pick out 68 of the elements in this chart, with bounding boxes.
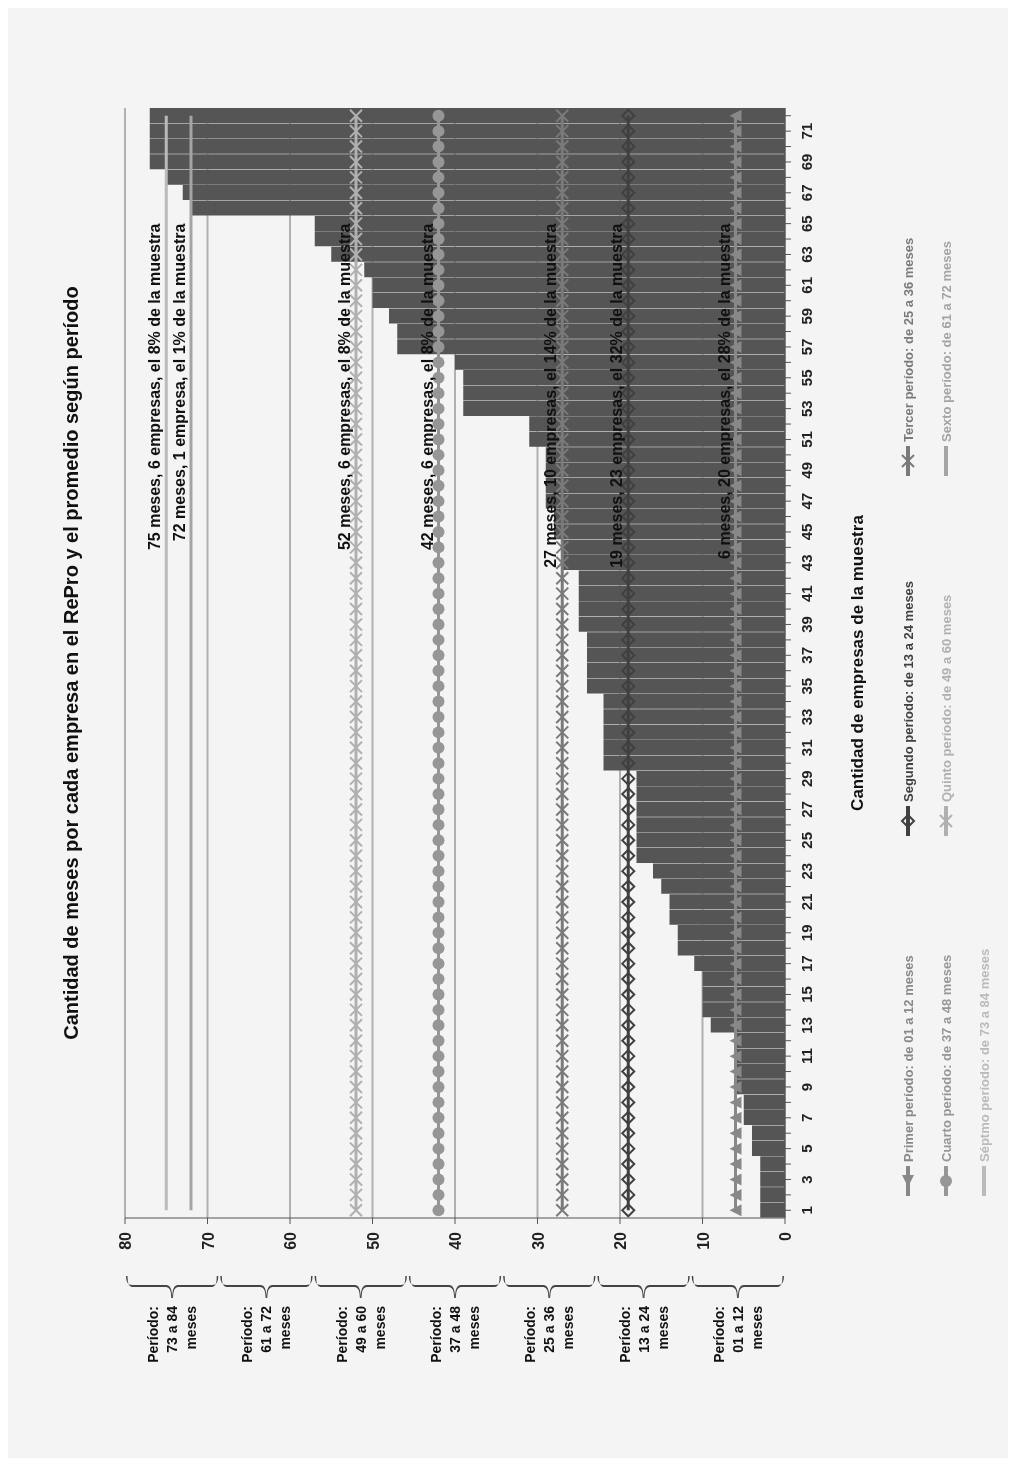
annotation: 27 meses, 10 empresas, el 14% de la muestra — [542, 223, 560, 568]
y-tick-label: 13 — [798, 1016, 815, 1034]
x-tick-label: 70 — [199, 1231, 217, 1250]
text: Período: 13 a 24 meses — [616, 1305, 671, 1363]
x-tick-label: 0 — [777, 1231, 794, 1241]
y-tick-label: 5 — [798, 1144, 815, 1153]
text: Período: 37 a 48 meses — [428, 1305, 482, 1363]
y-tick-label: 17 — [798, 955, 815, 972]
y-tick-label: 71 — [798, 122, 815, 140]
y-axis-title: Cantidad de empresas de la muestra — [848, 514, 867, 811]
y-tick-label: 29 — [798, 770, 815, 787]
text: Período: 01 a 12 meses — [710, 1305, 765, 1363]
text: Cuarto período: de 37 a 48 meses — [939, 954, 954, 1162]
y-tick-label: 45 — [798, 523, 815, 541]
annotation: 42 meses, 6 empresas, el 8% de la muestra — [418, 223, 436, 551]
text: Séptmo período: de 73 a 84 meses — [977, 948, 992, 1162]
y-tick-label: 59 — [798, 307, 815, 325]
x-tick-label: 10 — [694, 1231, 712, 1250]
y-tick-label: 21 — [798, 893, 815, 911]
y-tick-label: 57 — [798, 338, 815, 356]
text: Período: 49 a 60 meses — [333, 1305, 388, 1363]
y-tick-label: 7 — [798, 1113, 815, 1122]
annotation: 72 meses, 1 empresa, el 1% de la muestra — [171, 223, 188, 542]
y-tick-label: 61 — [798, 276, 815, 294]
y-tick-label: 35 — [798, 677, 815, 695]
y-tick-label: 43 — [798, 554, 815, 572]
y-tick-label: 51 — [798, 431, 815, 448]
x-tick-label: 30 — [529, 1231, 547, 1250]
x-tick-label: 40 — [447, 1231, 464, 1250]
y-tick-label: 63 — [798, 246, 815, 263]
text: Primer período: de 01 a 12 meses — [901, 955, 916, 1162]
y-tick-label: 25 — [798, 831, 815, 849]
annotation: 52 meses, 6 empresas, el 8% de la muestra — [336, 223, 353, 551]
y-tick-label: 19 — [798, 924, 815, 942]
text: Cantidad de meses por cada empresa en el RePro y el promedio según período — [60, 286, 82, 1040]
y-tick-label: 47 — [798, 492, 815, 510]
y-tick-label: 3 — [798, 1175, 815, 1184]
x-tick-label: 20 — [612, 1231, 629, 1250]
y-tick-label: 39 — [798, 616, 815, 633]
annotation: 6 meses, 20 empresas, el 28% de la muestra — [715, 223, 733, 559]
annotation: 19 meses, 23 empresas, el 32% de la muestra — [608, 223, 626, 568]
y-tick-label: 55 — [798, 369, 815, 387]
y-tick-label: 65 — [798, 215, 815, 232]
y-tick-label: 41 — [798, 585, 815, 602]
y-tick-label: 9 — [798, 1082, 815, 1092]
text: Período: 73 a 84 meses — [145, 1305, 200, 1363]
y-tick-label: 11 — [798, 1048, 815, 1065]
y-tick-label: 31 — [798, 739, 815, 757]
y-tick-label: 23 — [798, 862, 815, 880]
y-tick-label: 69 — [798, 153, 815, 171]
y-tick-label: 53 — [798, 400, 815, 417]
y-tick-label: 27 — [798, 801, 815, 818]
annotation: 75 meses, 6 empresas, el 8% de la muestra — [146, 223, 164, 551]
x-tick-label: 60 — [282, 1231, 299, 1250]
text: Período: 61 a 72 meses — [239, 1305, 294, 1363]
y-tick-label: 15 — [798, 986, 815, 1003]
text: Quinto período: de 49 a 60 meses — [939, 594, 954, 802]
y-tick-label: 1 — [798, 1206, 815, 1215]
text: Período: 25 a 36 meses — [522, 1305, 577, 1363]
text: Segundo período: de 13 a 24 meses — [901, 580, 916, 802]
x-tick-label: 80 — [117, 1231, 134, 1250]
x-tick-label: 50 — [364, 1231, 382, 1250]
y-tick-label: 33 — [798, 708, 815, 726]
y-tick-label: 67 — [798, 184, 815, 202]
text: Tercer período: de 25 a 36 meses — [901, 237, 916, 442]
y-tick-label: 37 — [798, 646, 815, 664]
y-tick-label: 49 — [798, 461, 815, 479]
text: Sexto período: de 61 a 72 meses — [939, 241, 954, 442]
